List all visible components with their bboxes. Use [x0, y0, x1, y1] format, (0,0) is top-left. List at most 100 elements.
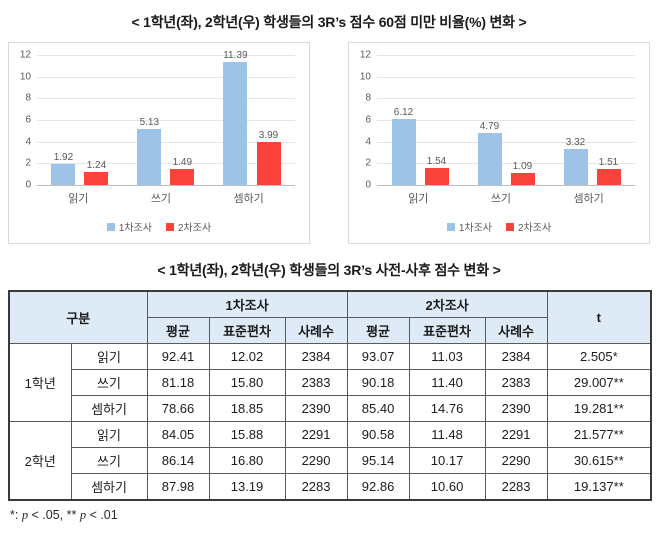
y-tick-label: 0	[365, 179, 371, 191]
bar-wrap: 1.92	[51, 152, 76, 185]
value-cell: 10.60	[408, 473, 486, 501]
x-axis-line	[377, 185, 635, 186]
value-cell: 95.14	[346, 447, 410, 474]
table-row: 1학년 읽기 92.41 12.02 2384 93.07 11.03 2384 2.505*	[8, 343, 652, 422]
gridline	[37, 55, 295, 56]
bar-chart-grade1: 0 2 4 6 8 10 12 1.92 1.24 5.13 1.49 11.39 3.99 읽기 쓰기…	[8, 42, 310, 244]
y-tick-label: 8	[365, 92, 371, 104]
x-axis-line	[37, 185, 295, 186]
bar-wrap: 3.99	[256, 130, 281, 185]
value-cell: 10.17	[408, 447, 486, 474]
legend-label: 1차조사	[118, 223, 152, 234]
value-cell: 86.14	[146, 447, 210, 474]
y-tick-label: 10	[359, 71, 371, 83]
value-cell: 14.76	[408, 395, 486, 422]
table-row: 셈하기 78.66 18.85 2390 85.40 14.76 2390 19.281**	[9, 395, 652, 422]
grade-cell: 2학년	[8, 421, 72, 501]
table-row: 쓰기 86.14 16.80 2290 95.14 10.17 2290 30.615**	[9, 447, 652, 474]
bars-row: 1.92 1.24 5.13 1.49 11.39 3.99	[37, 50, 295, 185]
value-cell: 81.18	[146, 369, 210, 396]
y-tick-label: 12	[19, 49, 31, 61]
header-row-2: 평균 표준편차 사례수 평균 표준편차 사례수	[9, 317, 651, 344]
bar-group-읽기: 6.12 1.54	[391, 107, 449, 185]
value-cell: 2383	[284, 369, 348, 396]
value-cell: 2290	[484, 447, 548, 474]
sub-header: 사례수	[284, 317, 348, 344]
gridline	[377, 120, 635, 121]
t-value-cell: 29.007**	[546, 369, 652, 396]
bar-group-셈하기: 11.39 3.99	[223, 49, 281, 185]
t-value-cell: 21.577**	[546, 421, 652, 448]
value-cell: 18.85	[208, 395, 286, 422]
value-cell: 13.19	[208, 473, 286, 501]
value-cell: 2390	[484, 395, 548, 422]
value-cell: 2291	[284, 421, 348, 448]
bar-value-label: 4.79	[479, 121, 500, 133]
x-category-label: 쓰기	[490, 193, 512, 205]
bar-value-label: 11.39	[223, 49, 248, 61]
charts-row: 0 2 4 6 8 10 12 1.92 1.24 5.13 1.49 11.39 3.99 읽기 쓰기…	[8, 42, 650, 244]
x-category-label: 읽기	[408, 193, 429, 205]
bar-group-읽기: 1.92 1.24	[51, 152, 109, 185]
y-tick-label: 6	[365, 114, 371, 126]
y-tick-label: 12	[359, 49, 371, 61]
sub-header: 표준편차	[408, 317, 486, 344]
bar-wrap: 6.12	[391, 107, 416, 185]
bar-2차조사	[510, 173, 535, 185]
x-axis-labels: 읽기 쓰기 셈하기	[377, 190, 635, 206]
value-cell: 92.86	[346, 473, 410, 501]
gridline	[377, 76, 635, 78]
t-value-cell: 19.281**	[546, 395, 652, 422]
subject-cell: 셈하기	[70, 473, 148, 501]
footnote-text: *:	[10, 508, 22, 522]
y-tick-label: 4	[365, 136, 371, 148]
legend-item-2차조사: 2차조사	[506, 219, 551, 234]
gridline	[37, 98, 295, 100]
y-tick-label: 2	[25, 157, 31, 169]
bar-chart-grade2: 0 2 4 6 8 10 12 6.12 1.54 4.79 1.09 3.32 1.51 읽기 쓰기 셈…	[348, 42, 650, 244]
subject-cell: 셈하기	[70, 395, 148, 422]
bar-group-쓰기: 5.13 1.49	[137, 117, 195, 185]
legend-label: 2차조사	[518, 223, 552, 234]
gridline	[377, 98, 635, 100]
bar-2차조사	[596, 168, 621, 185]
table-row: 쓰기 81.18 15.80 2383 90.18 11.40 2383 29.007**	[9, 369, 652, 396]
bar-value-label: 1.09	[512, 161, 533, 173]
grade-cell: 1학년	[8, 343, 72, 422]
bar-value-label: 1.54	[426, 156, 447, 168]
bar-value-label: 1.24	[86, 159, 107, 171]
bar-1차조사	[223, 61, 248, 185]
x-category-label: 셈하기	[573, 193, 604, 205]
value-cell: 2283	[284, 473, 348, 501]
footnote-p-italic: p	[79, 508, 87, 522]
gridline	[377, 141, 635, 143]
col-header-t: t	[546, 290, 652, 344]
value-cell: 11.48	[408, 421, 486, 448]
value-cell: 84.05	[146, 421, 210, 448]
legend-swatch	[446, 222, 455, 231]
col-header-survey2: 2차조사	[346, 290, 548, 318]
sub-header: 표준편차	[208, 317, 286, 344]
bar-2차조사	[170, 168, 195, 185]
bar-wrap: 1.09	[510, 161, 535, 185]
bar-wrap: 1.54	[424, 156, 449, 185]
sub-header: 평균	[146, 317, 210, 344]
value-cell: 90.58	[346, 421, 410, 448]
legend-item-1차조사: 1차조사	[446, 219, 492, 234]
plot-area: 1.92 1.24 5.13 1.49 11.39 3.99	[37, 50, 295, 186]
bar-group-셈하기: 3.32 1.51	[563, 137, 621, 185]
gridline	[377, 55, 635, 56]
y-tick-label: 6	[25, 114, 31, 126]
legend-swatch	[506, 222, 514, 231]
value-cell: 2283	[484, 473, 548, 501]
plot-area: 6.12 1.54 4.79 1.09 3.32 1.51	[377, 55, 635, 186]
legend-item-1차조사: 1차조사	[106, 219, 152, 234]
bar-value-label: 5.13	[139, 117, 160, 129]
y-axis: 0 2 4 6 8 10 12	[349, 50, 377, 191]
value-cell: 12.02	[208, 343, 286, 370]
bar-wrap: 11.39	[223, 49, 248, 185]
subject-cell: 쓰기	[70, 447, 148, 474]
sub-header: 평균	[346, 317, 410, 344]
value-cell: 16.80	[208, 447, 286, 474]
